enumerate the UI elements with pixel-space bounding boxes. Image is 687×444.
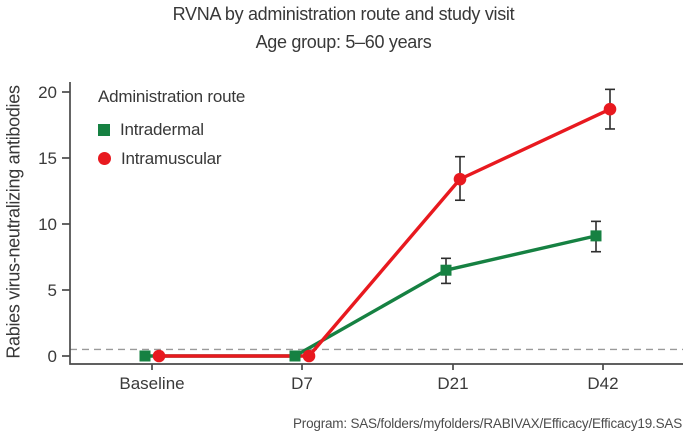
y-tick-label: 0 bbox=[48, 347, 57, 366]
data-point-square bbox=[289, 350, 301, 362]
data-point-square bbox=[139, 350, 151, 362]
intradermal-square-marker-icon bbox=[98, 123, 110, 136]
y-tick-label: 10 bbox=[38, 215, 57, 234]
data-point-circle bbox=[152, 349, 166, 363]
y-tick-label: 20 bbox=[38, 83, 57, 102]
y-tick-label: 15 bbox=[38, 149, 57, 168]
x-tick-label: D21 bbox=[437, 374, 468, 393]
legend: Administration route Intradermal Intramu… bbox=[98, 87, 245, 173]
series-line-intradermal bbox=[145, 234, 597, 358]
data-point-circle bbox=[603, 102, 617, 116]
legend-item-intramuscular: Intramuscular bbox=[98, 144, 245, 173]
data-point-circle bbox=[302, 349, 316, 363]
legend-item-label: Intramuscular bbox=[121, 148, 222, 168]
legend-item-label: Intradermal bbox=[120, 119, 204, 139]
x-tick-label: D7 bbox=[291, 374, 313, 393]
program-note: Program: SAS/folders/myfolders/RABIVAX/E… bbox=[292, 416, 682, 431]
x-tick-label: D42 bbox=[587, 374, 618, 393]
chart-title: RVNA by administration route and study v… bbox=[172, 4, 515, 24]
legend-title: Administration route bbox=[98, 87, 246, 106]
y-tick-label: 5 bbox=[48, 281, 57, 300]
x-tick-label: Baseline bbox=[119, 374, 184, 393]
series-line-intramuscular bbox=[159, 107, 611, 358]
data-point-square bbox=[590, 230, 602, 242]
axis-lines bbox=[69, 82, 683, 365]
data-point-square bbox=[440, 264, 452, 276]
intramuscular-circle-marker-icon bbox=[98, 152, 111, 165]
chart-subtitle: Age group: 5–60 years bbox=[255, 32, 432, 52]
data-point-circle bbox=[453, 172, 467, 186]
legend-item-intradermal: Intradermal bbox=[98, 115, 245, 144]
